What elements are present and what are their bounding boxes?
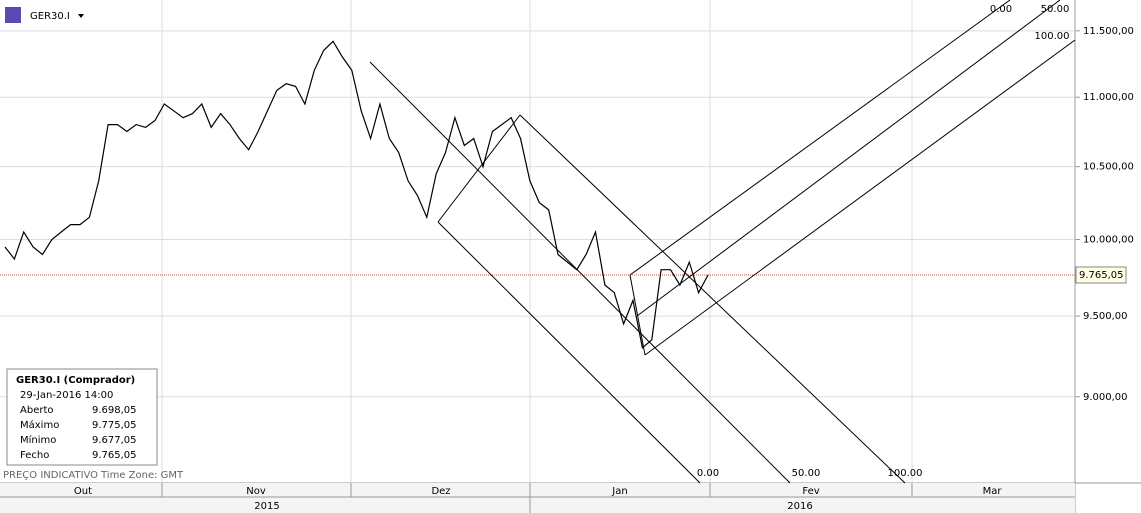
year-label: 2016 bbox=[787, 501, 812, 512]
dropdown-arrow[interactable] bbox=[78, 14, 84, 18]
x-axis-band bbox=[0, 483, 1075, 513]
x-tick-label: Nov bbox=[246, 486, 266, 497]
price-line bbox=[4, 40, 709, 349]
info-label: Máximo bbox=[20, 419, 59, 431]
info-value: 9.765,05 bbox=[92, 450, 137, 461]
y-tick-label: 9.000,00 bbox=[1083, 392, 1128, 403]
info-title: GER30.I (Comprador) bbox=[16, 375, 135, 386]
pitchfork-up bbox=[629, 0, 1076, 356]
current-price-box bbox=[1075, 266, 1127, 284]
x-tick-label: Jan bbox=[611, 486, 627, 497]
fork-label: 100.00 bbox=[1035, 31, 1070, 42]
fork-label: 0.00 bbox=[697, 468, 719, 479]
info-value: 9.698,05 bbox=[92, 405, 137, 416]
x-tick-label: Mar bbox=[983, 486, 1003, 497]
fork-label: 100.00 bbox=[888, 468, 923, 479]
footer-note: PREÇO INDICATIVO bbox=[3, 470, 98, 481]
pitchfork-down bbox=[369, 61, 906, 484]
x-tick-label: Out bbox=[74, 486, 92, 497]
year-label: 2015 bbox=[254, 501, 279, 512]
symbol[interactable]: GER30.I bbox=[30, 11, 70, 22]
fork-label: 0.00 bbox=[990, 4, 1012, 15]
current-price-label: 9.765,05 bbox=[1079, 270, 1124, 281]
info-value: 9.677,05 bbox=[92, 435, 137, 446]
y-tick-label: 10.000,00 bbox=[1083, 234, 1134, 245]
y-tick-label: 11.500,00 bbox=[1083, 26, 1134, 37]
x-tick-label: Dez bbox=[431, 486, 450, 497]
fork-label: 50.00 bbox=[792, 468, 821, 479]
info-label: Fecho bbox=[20, 450, 49, 461]
info-value: 9.775,05 bbox=[92, 420, 137, 431]
y-tick-label: 11.000,00 bbox=[1083, 92, 1134, 103]
symbol-icon[interactable] bbox=[5, 7, 21, 23]
info-box bbox=[6, 368, 158, 466]
y-tick-label: 10.500,00 bbox=[1083, 162, 1134, 173]
info-date: 29-Jan-2016 14:00 bbox=[20, 390, 113, 401]
pitchforks bbox=[369, 0, 1076, 484]
info-label: Aberto bbox=[20, 405, 54, 416]
x-tick-label: Fev bbox=[802, 486, 819, 497]
y-tick-label: 9.500,00 bbox=[1083, 311, 1128, 322]
info-label: Mínimo bbox=[20, 434, 56, 446]
fork-label: 50.00 bbox=[1041, 4, 1070, 15]
footer-timezone: Time Zone: GMT bbox=[100, 470, 184, 481]
